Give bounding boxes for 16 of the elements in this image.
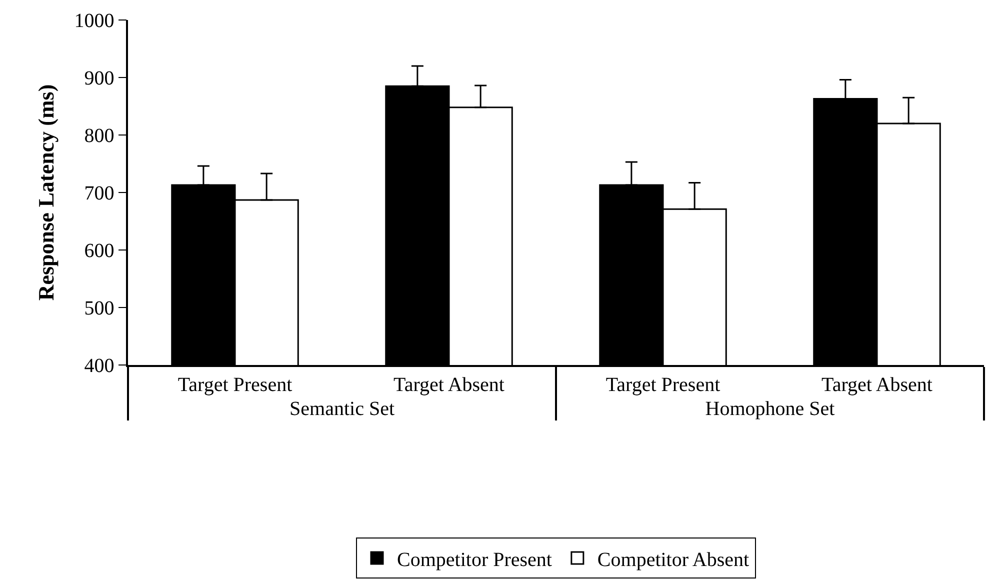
y-tick-label: 800 [84, 125, 114, 147]
y-tick-label: 900 [84, 68, 114, 90]
y-tick-label: 600 [84, 240, 114, 262]
y-axis-title: Response Latency (ms) [34, 84, 59, 301]
text: Semantic Set [290, 398, 395, 420]
x-tick-label: Target Absent [394, 374, 505, 396]
text: Homophone Set [705, 398, 836, 420]
legend-label: Competitor Absent [597, 548, 750, 571]
y-tick-label: 700 [84, 182, 114, 204]
y-tick-label: 500 [84, 298, 114, 320]
x-tick-label: Target Present [606, 374, 721, 396]
legend-label: Competitor Present [397, 548, 552, 571]
x-tick-label: Target Present [178, 374, 293, 396]
y-tick-label: 400 [84, 355, 114, 377]
y-tick-label: 1000 [74, 10, 114, 32]
x-tick-label: Target Absent [822, 374, 933, 396]
